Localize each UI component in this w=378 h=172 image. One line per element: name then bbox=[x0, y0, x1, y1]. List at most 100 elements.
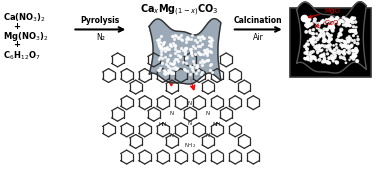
Point bbox=[305, 25, 311, 28]
Point bbox=[307, 24, 313, 26]
Point bbox=[350, 49, 356, 52]
Text: C$_6$H$_{12}$O$_7$: C$_6$H$_{12}$O$_7$ bbox=[3, 49, 40, 62]
Point bbox=[310, 41, 316, 44]
Point bbox=[336, 33, 342, 36]
Point bbox=[324, 28, 330, 31]
Point bbox=[310, 32, 316, 35]
Point bbox=[209, 39, 215, 42]
Point bbox=[334, 51, 340, 54]
Point bbox=[353, 29, 359, 31]
Text: NH$_2$: NH$_2$ bbox=[184, 141, 196, 150]
Point bbox=[339, 39, 345, 42]
Point bbox=[156, 58, 163, 61]
Point bbox=[189, 66, 195, 69]
Point bbox=[337, 21, 343, 24]
Point bbox=[183, 46, 189, 49]
Point bbox=[347, 58, 353, 61]
Point bbox=[319, 55, 325, 57]
Point bbox=[342, 58, 348, 61]
Point bbox=[322, 22, 328, 25]
Point bbox=[170, 72, 176, 75]
Point bbox=[305, 40, 311, 42]
Point bbox=[201, 48, 207, 51]
Point bbox=[319, 21, 325, 24]
Point bbox=[183, 57, 189, 60]
Point bbox=[322, 39, 328, 42]
Point bbox=[350, 53, 356, 56]
Point bbox=[198, 72, 204, 75]
Point bbox=[156, 44, 162, 46]
Point bbox=[164, 59, 170, 62]
Point bbox=[350, 57, 356, 60]
Point bbox=[307, 18, 313, 21]
Point bbox=[350, 21, 356, 24]
Text: N: N bbox=[206, 133, 210, 138]
Point bbox=[312, 56, 318, 59]
Point bbox=[156, 37, 162, 40]
Point bbox=[321, 28, 327, 31]
Point bbox=[336, 38, 342, 41]
Point bbox=[341, 57, 347, 60]
Point bbox=[344, 40, 350, 43]
Point bbox=[321, 60, 327, 62]
Point bbox=[172, 45, 178, 48]
Point bbox=[333, 20, 339, 23]
Text: N: N bbox=[206, 111, 210, 116]
Point bbox=[204, 58, 210, 61]
Point bbox=[342, 40, 348, 43]
Point bbox=[353, 26, 359, 29]
Point bbox=[197, 38, 203, 41]
Point bbox=[303, 58, 309, 61]
Point bbox=[321, 40, 327, 42]
Point bbox=[312, 46, 318, 49]
Point bbox=[208, 45, 214, 47]
Point bbox=[342, 42, 348, 45]
Point bbox=[345, 46, 351, 49]
Point bbox=[303, 30, 309, 33]
Point bbox=[184, 56, 190, 58]
Text: HN: HN bbox=[159, 122, 167, 127]
Point bbox=[205, 50, 211, 52]
Point bbox=[304, 23, 310, 26]
Point bbox=[321, 54, 327, 57]
Point bbox=[352, 39, 358, 41]
Point bbox=[193, 66, 199, 69]
Point bbox=[344, 45, 350, 48]
Point bbox=[318, 20, 324, 23]
Point bbox=[338, 19, 344, 22]
Point bbox=[201, 37, 207, 40]
Point bbox=[176, 50, 182, 52]
Point bbox=[202, 48, 208, 51]
Point bbox=[171, 44, 177, 47]
Point bbox=[309, 56, 315, 58]
Point bbox=[309, 57, 315, 60]
Text: +: + bbox=[12, 40, 20, 49]
Point bbox=[204, 48, 210, 51]
Point bbox=[355, 38, 361, 41]
Point bbox=[311, 56, 317, 58]
Point bbox=[319, 30, 325, 33]
Point bbox=[325, 52, 331, 55]
Point bbox=[197, 52, 203, 55]
Point bbox=[311, 20, 317, 23]
Point bbox=[189, 68, 195, 70]
Point bbox=[330, 57, 336, 60]
Point bbox=[174, 67, 180, 69]
Point bbox=[340, 51, 346, 53]
Point bbox=[328, 38, 334, 41]
Point bbox=[352, 17, 358, 20]
Point bbox=[314, 51, 321, 54]
Point bbox=[303, 44, 309, 47]
Point bbox=[326, 18, 332, 21]
Text: NH: NH bbox=[213, 122, 221, 127]
Point bbox=[350, 30, 356, 32]
Point bbox=[313, 41, 319, 43]
Point bbox=[155, 39, 161, 41]
Point bbox=[180, 49, 186, 51]
Point bbox=[192, 47, 198, 50]
Point bbox=[355, 42, 361, 45]
Point bbox=[334, 46, 340, 49]
Point bbox=[307, 23, 313, 25]
Point bbox=[330, 60, 336, 62]
Point bbox=[327, 26, 333, 28]
